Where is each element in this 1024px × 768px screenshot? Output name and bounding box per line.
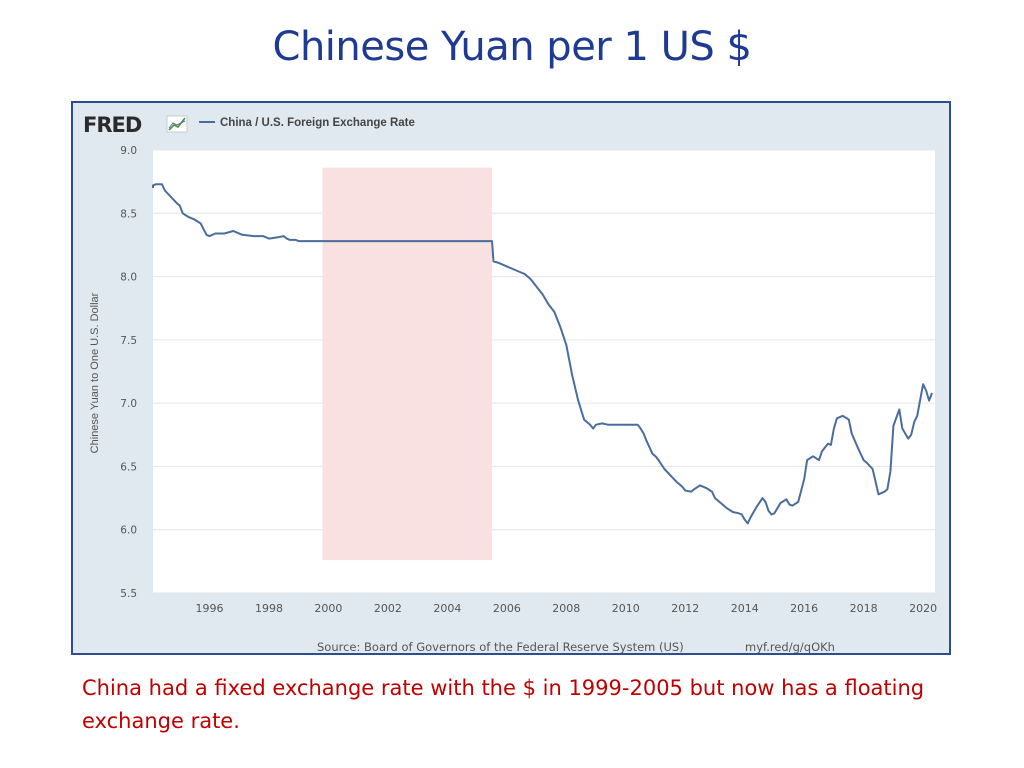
fred-logo-text: FRED bbox=[83, 113, 142, 137]
y-tick-label: 6.0 bbox=[120, 525, 137, 537]
chart-frame: FRED China / U.S. Foreign Exchange Rate … bbox=[71, 101, 951, 655]
series-line bbox=[152, 183, 933, 525]
series-layer bbox=[152, 183, 933, 525]
highlight-layer bbox=[322, 167, 492, 561]
chart-legend: China / U.S. Foreign Exchange Rate bbox=[199, 117, 415, 129]
fixed-rate-highlight bbox=[322, 167, 492, 561]
x-tick-label: 1998 bbox=[255, 602, 283, 615]
x-tick-label: 2002 bbox=[374, 602, 402, 615]
fred-chart: FRED China / U.S. Foreign Exchange Rate … bbox=[83, 113, 937, 653]
gridlines bbox=[153, 149, 935, 594]
y-tick-label: 5.5 bbox=[120, 588, 137, 600]
x-tick-label: 2008 bbox=[552, 602, 580, 615]
short-url[interactable]: myf.red/g/qOKh bbox=[745, 640, 835, 653]
x-tick-label: 2010 bbox=[612, 602, 640, 615]
x-tick-label: 2014 bbox=[731, 602, 759, 615]
x-tick-label: 2016 bbox=[790, 602, 818, 615]
plot-area bbox=[153, 150, 935, 593]
slide-title: Chinese Yuan per 1 US $ bbox=[272, 24, 752, 70]
y-tick-label: 8.0 bbox=[120, 272, 137, 284]
source-note: Source: Board of Governors of the Federa… bbox=[317, 640, 684, 653]
y-axis-title: Chinese Yuan to One U.S. Dollar bbox=[89, 292, 101, 453]
x-tick-label: 1996 bbox=[195, 602, 223, 615]
x-tick-label: 2020 bbox=[909, 602, 937, 615]
y-tick-label: 9.0 bbox=[120, 145, 137, 157]
x-tick-label: 2012 bbox=[671, 602, 699, 615]
x-tick-label: 2004 bbox=[433, 602, 461, 615]
x-tick-label: 2006 bbox=[493, 602, 521, 615]
legend-label: China / U.S. Foreign Exchange Rate bbox=[220, 117, 415, 129]
fred-logo: FRED bbox=[83, 113, 188, 137]
y-tick-label: 6.5 bbox=[120, 461, 137, 473]
y-tick-label: 7.5 bbox=[120, 335, 137, 347]
y-tick-labels: 5.5 6.0 6.5 7.0 7.5 8.0 8.5 9.0 bbox=[120, 145, 137, 600]
x-tick-labels: 1996 1998 2000 2002 2004 2006 2008 2010 2012 2014… bbox=[195, 602, 937, 615]
y-tick-label: 8.5 bbox=[120, 208, 137, 220]
y-tick-label: 7.0 bbox=[120, 398, 137, 410]
slide-caption: China had a fixed exchange rate with the… bbox=[82, 676, 925, 733]
fred-graph-icon bbox=[166, 115, 188, 133]
x-tick-label: 2000 bbox=[314, 602, 342, 615]
x-tick-label: 2018 bbox=[850, 602, 878, 615]
